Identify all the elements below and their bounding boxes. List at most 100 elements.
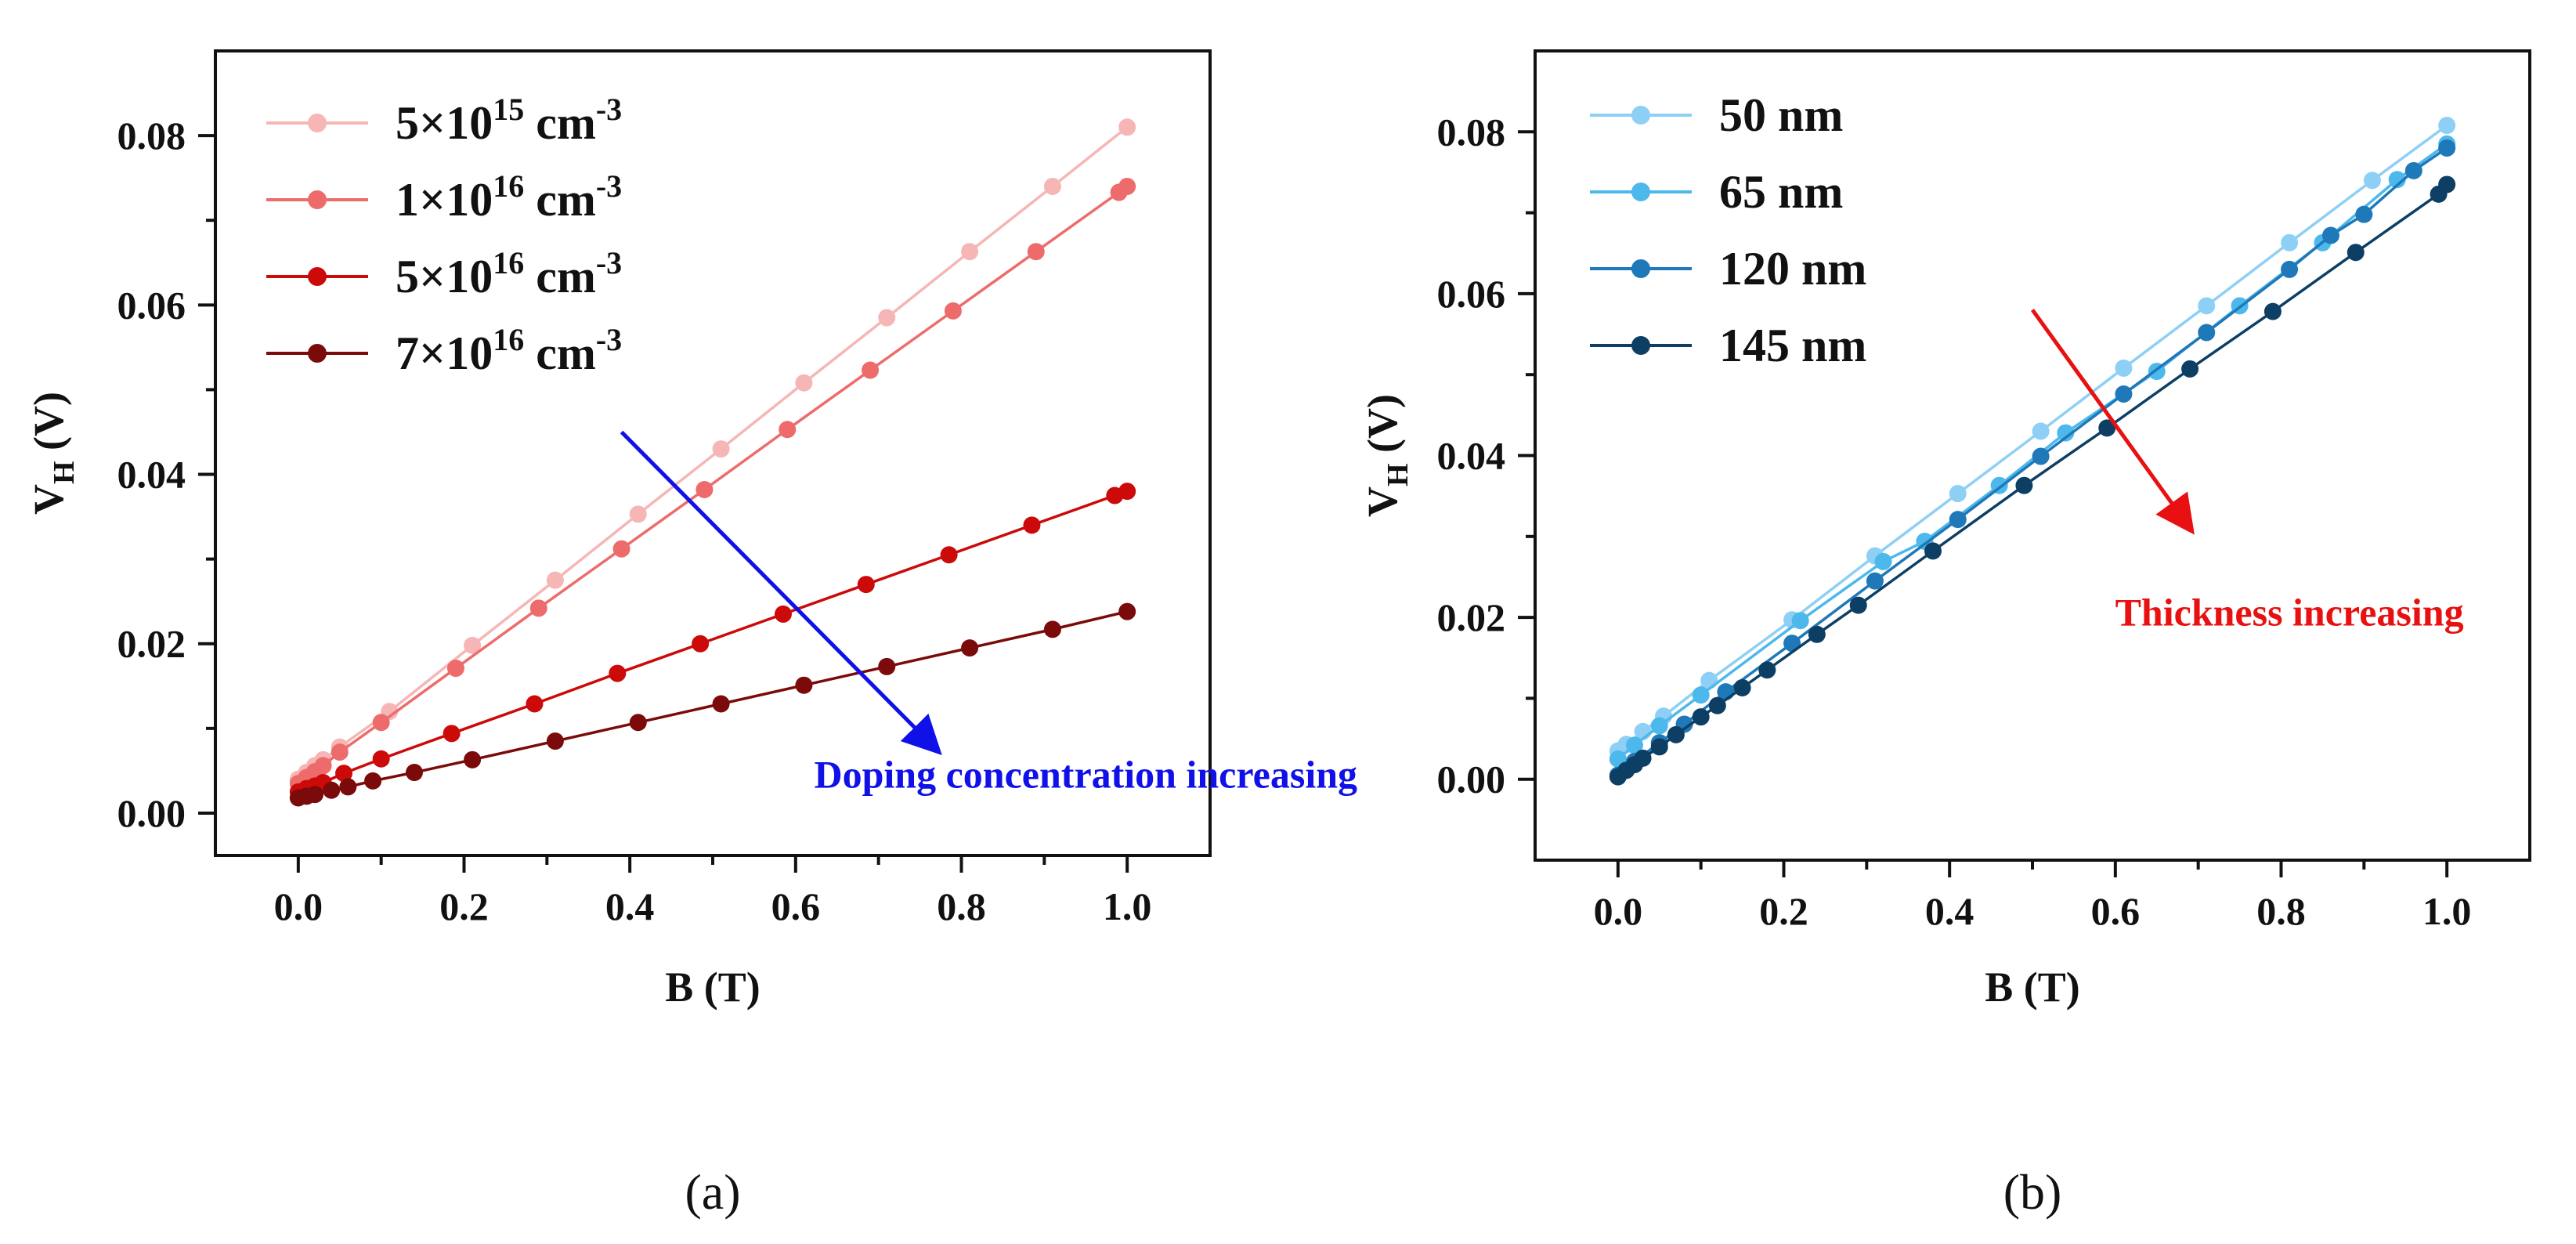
series-line — [1617, 124, 2448, 752]
panel-label: (a) — [685, 1164, 740, 1220]
legend-label: 5×1015 cm-3 — [396, 92, 622, 149]
data-point — [944, 302, 962, 320]
series-2 — [289, 177, 1136, 793]
legend-swatch-marker — [1631, 183, 1650, 201]
series-4 — [1609, 175, 2456, 786]
y-tick-label: 0.02 — [1437, 595, 1506, 639]
data-point — [862, 361, 880, 379]
data-point — [2281, 260, 2299, 278]
data-point — [1692, 686, 1710, 704]
x-tick-label: 1.0 — [1103, 884, 1152, 928]
data-point — [2355, 205, 2373, 223]
data-point — [1118, 483, 1136, 501]
data-point — [446, 660, 464, 678]
data-point — [372, 714, 390, 732]
legend-label: 50 nm — [1719, 89, 1843, 141]
x-axis-label: B (T) — [1985, 964, 2080, 1011]
data-point — [2032, 422, 2050, 440]
x-tick-label: 1.0 — [2422, 889, 2472, 933]
y-tick-label: 0.06 — [117, 283, 186, 327]
data-point — [878, 309, 896, 327]
data-point — [2438, 139, 2456, 157]
data-point — [878, 657, 896, 675]
data-point — [2198, 324, 2216, 342]
legend-label: 65 nm — [1719, 166, 1843, 218]
data-point — [629, 505, 647, 523]
data-point — [2281, 233, 2299, 251]
data-point — [2347, 244, 2365, 262]
legend-label: 7×1016 cm-3 — [396, 322, 622, 379]
data-point — [1626, 736, 1643, 754]
legend: 5×1015 cm-3 1×1016 cm-3 5×1016 cm-3 7×1016 … — [266, 92, 622, 379]
data-point — [1667, 725, 1685, 743]
x-tick-label: 0.4 — [1925, 889, 1974, 933]
data-point — [464, 750, 482, 768]
y-tick-label: 0.00 — [117, 791, 186, 835]
data-point — [1949, 511, 1967, 529]
data-point — [464, 636, 482, 654]
y-axis-label: VH (V) — [1359, 394, 1414, 517]
data-point — [1650, 717, 1668, 735]
x-tick-label: 0.4 — [605, 884, 655, 928]
data-point — [1791, 612, 1809, 630]
data-point — [1043, 620, 1061, 638]
legend-swatch-marker — [1631, 336, 1650, 355]
legend-swatch-marker — [308, 190, 327, 209]
data-point — [2057, 424, 2075, 442]
x-tick-label: 0.6 — [771, 884, 821, 928]
data-point — [546, 732, 564, 750]
data-point — [795, 374, 813, 392]
data-point — [612, 540, 630, 558]
panel-label: (b) — [2003, 1164, 2062, 1220]
data-point — [609, 664, 627, 682]
legend-swatch-marker — [308, 114, 327, 132]
data-point — [795, 676, 813, 694]
series-4 — [289, 602, 1136, 807]
data-point — [2388, 171, 2406, 189]
data-point — [1700, 671, 1718, 689]
legend-swatch-marker — [1631, 106, 1650, 125]
data-point — [335, 765, 353, 783]
data-point — [443, 725, 461, 743]
data-point — [695, 480, 714, 498]
data-point — [1027, 243, 1045, 261]
data-point — [774, 605, 792, 623]
data-point — [331, 743, 349, 761]
data-point — [1650, 738, 1668, 756]
data-point — [692, 635, 710, 653]
data-point — [1849, 596, 1867, 614]
data-point — [323, 781, 341, 799]
data-point — [2198, 297, 2216, 315]
data-point — [2322, 226, 2339, 244]
x-tick-label: 0.2 — [1759, 889, 1808, 933]
data-point — [1949, 485, 1967, 503]
data-point — [526, 695, 544, 713]
legend-swatch-marker — [308, 344, 327, 363]
annotation-arrow — [2030, 309, 2195, 535]
y-tick-label: 0.08 — [1437, 110, 1506, 154]
data-point — [1118, 602, 1136, 620]
data-point — [629, 714, 647, 732]
y-tick-label: 0.06 — [1437, 272, 1506, 316]
data-point — [779, 421, 797, 439]
series-3 — [289, 483, 1136, 801]
y-tick-label: 0.02 — [117, 622, 186, 666]
data-point — [529, 599, 547, 617]
data-point — [1924, 542, 1942, 560]
legend: 50 nm 65 nm 120 nm 145 nm — [1590, 89, 1866, 371]
data-point — [712, 440, 730, 458]
legend-swatch-marker — [1631, 259, 1650, 278]
data-point — [2263, 302, 2282, 320]
data-point — [306, 786, 323, 804]
legend-label: 120 nm — [1719, 243, 1866, 295]
data-point — [1758, 661, 1776, 679]
data-point — [2438, 117, 2456, 135]
x-tick-label: 0.6 — [2091, 889, 2141, 933]
data-point — [2115, 385, 2133, 403]
data-point — [339, 778, 357, 796]
annotation-text: Doping concentration increasing — [814, 753, 1357, 797]
data-point — [2438, 175, 2456, 193]
x-tick-label: 0.8 — [937, 884, 986, 928]
data-point — [2404, 161, 2422, 179]
data-point — [1634, 749, 1652, 767]
